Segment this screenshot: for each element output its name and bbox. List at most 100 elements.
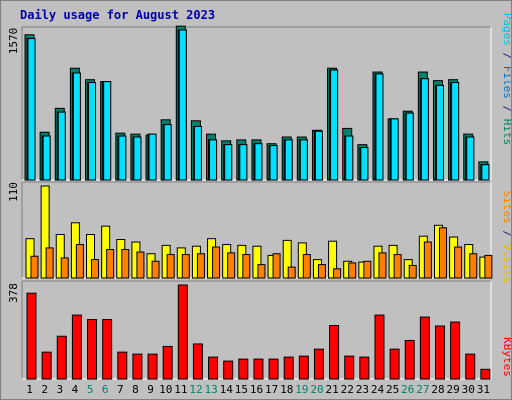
pages-bar-10 (163, 124, 172, 181)
visits-bar-16 (252, 245, 262, 279)
sites-bar-23 (363, 260, 372, 279)
visits-bar-5 (86, 234, 96, 279)
pages-bar-7 (118, 135, 127, 181)
sites-bar-9 (151, 260, 160, 279)
pages-bar-28 (435, 84, 444, 181)
kbytes-legend-part-0: KBytes (501, 337, 511, 377)
pages-bar-26 (405, 112, 414, 181)
sites-bar-22 (348, 262, 357, 279)
sites-bar-8 (136, 251, 145, 279)
kbytes-bar-27 (419, 316, 430, 380)
hits-legend-part-1: / (501, 46, 511, 66)
day-label-11: 11 (174, 383, 187, 396)
day-label-31: 31 (477, 383, 490, 396)
kbytes-bar-8 (132, 353, 143, 380)
day-label-29: 29 (447, 383, 460, 396)
pages-bar-4 (72, 72, 81, 181)
pages-bar-21 (330, 69, 339, 181)
kbytes-bar-30 (465, 353, 476, 380)
visits-legend-part-0: Sites (501, 191, 511, 224)
day-label-26: 26 (401, 383, 414, 396)
kbytes-legend: KBytes (501, 337, 511, 377)
day-label-21: 21 (326, 383, 339, 396)
kbytes-bar-15 (238, 358, 249, 380)
kbytes-bar-31 (480, 368, 491, 380)
pages-bar-9 (148, 133, 157, 181)
day-label-24: 24 (371, 383, 385, 396)
day-label-16: 16 (250, 383, 263, 396)
day-label-17: 17 (265, 383, 278, 396)
sites-bar-16 (257, 264, 266, 279)
hits-legend: Pages / Files / Hits (501, 13, 511, 146)
kbytes-bar-23 (359, 356, 370, 380)
pages-bar-3 (57, 111, 66, 181)
sites-bar-28 (438, 227, 447, 279)
sites-bar-11 (181, 254, 190, 279)
pages-bar-5 (88, 82, 97, 181)
day-label-4: 4 (72, 383, 79, 396)
day-label-15: 15 (235, 383, 248, 396)
sites-bar-2 (45, 247, 54, 279)
kbytes-bar-12 (192, 343, 203, 380)
sites-bar-31 (484, 254, 493, 279)
pages-bar-20 (314, 130, 323, 181)
sites-bar-7 (121, 249, 130, 279)
kbytes-bar-7 (117, 351, 128, 380)
kbytes-bar-25 (389, 348, 400, 380)
day-label-8: 8 (132, 383, 139, 396)
day-label-1: 1 (26, 383, 33, 396)
pages-bar-11 (178, 29, 187, 181)
kbytes-bar-6 (102, 319, 113, 380)
sites-bar-19 (302, 254, 311, 279)
hits-legend-part-3: / (501, 99, 511, 119)
pages-bar-8 (133, 136, 142, 181)
day-label-5: 5 (87, 383, 94, 396)
pages-bar-1 (27, 38, 36, 181)
kbytes-bar-16 (253, 358, 264, 380)
pages-bar-22 (345, 135, 354, 181)
kbytes-bar-18 (283, 356, 294, 380)
visits-legend-part-1: / (501, 224, 511, 244)
kbytes-bar-4 (71, 314, 82, 380)
sites-bar-14 (227, 252, 236, 279)
visits-legend: Sites / Visits (501, 191, 511, 284)
day-label-9: 9 (147, 383, 154, 396)
sites-bar-18 (287, 266, 296, 279)
pages-bar-29 (451, 82, 460, 181)
day-label-23: 23 (356, 383, 369, 396)
pages-bar-17 (269, 145, 278, 181)
hits-legend-part-4: Hits (501, 119, 511, 146)
day-label-28: 28 (431, 383, 444, 396)
sites-bar-1 (30, 255, 39, 279)
hits-legend-part-0: Pages (501, 13, 511, 46)
day-label-13: 13 (204, 383, 217, 396)
day-label-27: 27 (416, 383, 429, 396)
chart-title: Daily usage for August 2023 (20, 8, 216, 22)
sites-bar-17 (272, 253, 281, 279)
kbytes-bar-13 (208, 356, 219, 380)
pages-bar-19 (299, 139, 308, 181)
pages-bar-16 (254, 143, 263, 181)
kbytes-bar-28 (434, 325, 445, 380)
sites-bar-6 (106, 249, 115, 279)
pages-bar-18 (284, 139, 293, 181)
visits-bar-21 (328, 240, 338, 279)
kbytes-bar-26 (404, 339, 415, 380)
pages-bar-6 (103, 81, 112, 181)
day-label-19: 19 (295, 383, 308, 396)
visits-legend-part-2: Visits (501, 244, 511, 284)
sites-bar-29 (454, 246, 463, 279)
pages-bar-13 (209, 139, 218, 181)
pages-bar-30 (466, 136, 475, 181)
sites-bar-3 (60, 257, 69, 279)
kbytes-bar-14 (223, 360, 234, 380)
kbytes-bar-17 (268, 358, 279, 380)
kbytes-bar-2 (41, 351, 52, 380)
kbytes-bar-21 (329, 325, 340, 380)
visits-axis-max-label: 110 (7, 182, 20, 202)
day-label-12: 12 (189, 383, 202, 396)
day-label-14: 14 (220, 383, 234, 396)
day-label-3: 3 (57, 383, 64, 396)
pages-bar-31 (481, 164, 490, 181)
